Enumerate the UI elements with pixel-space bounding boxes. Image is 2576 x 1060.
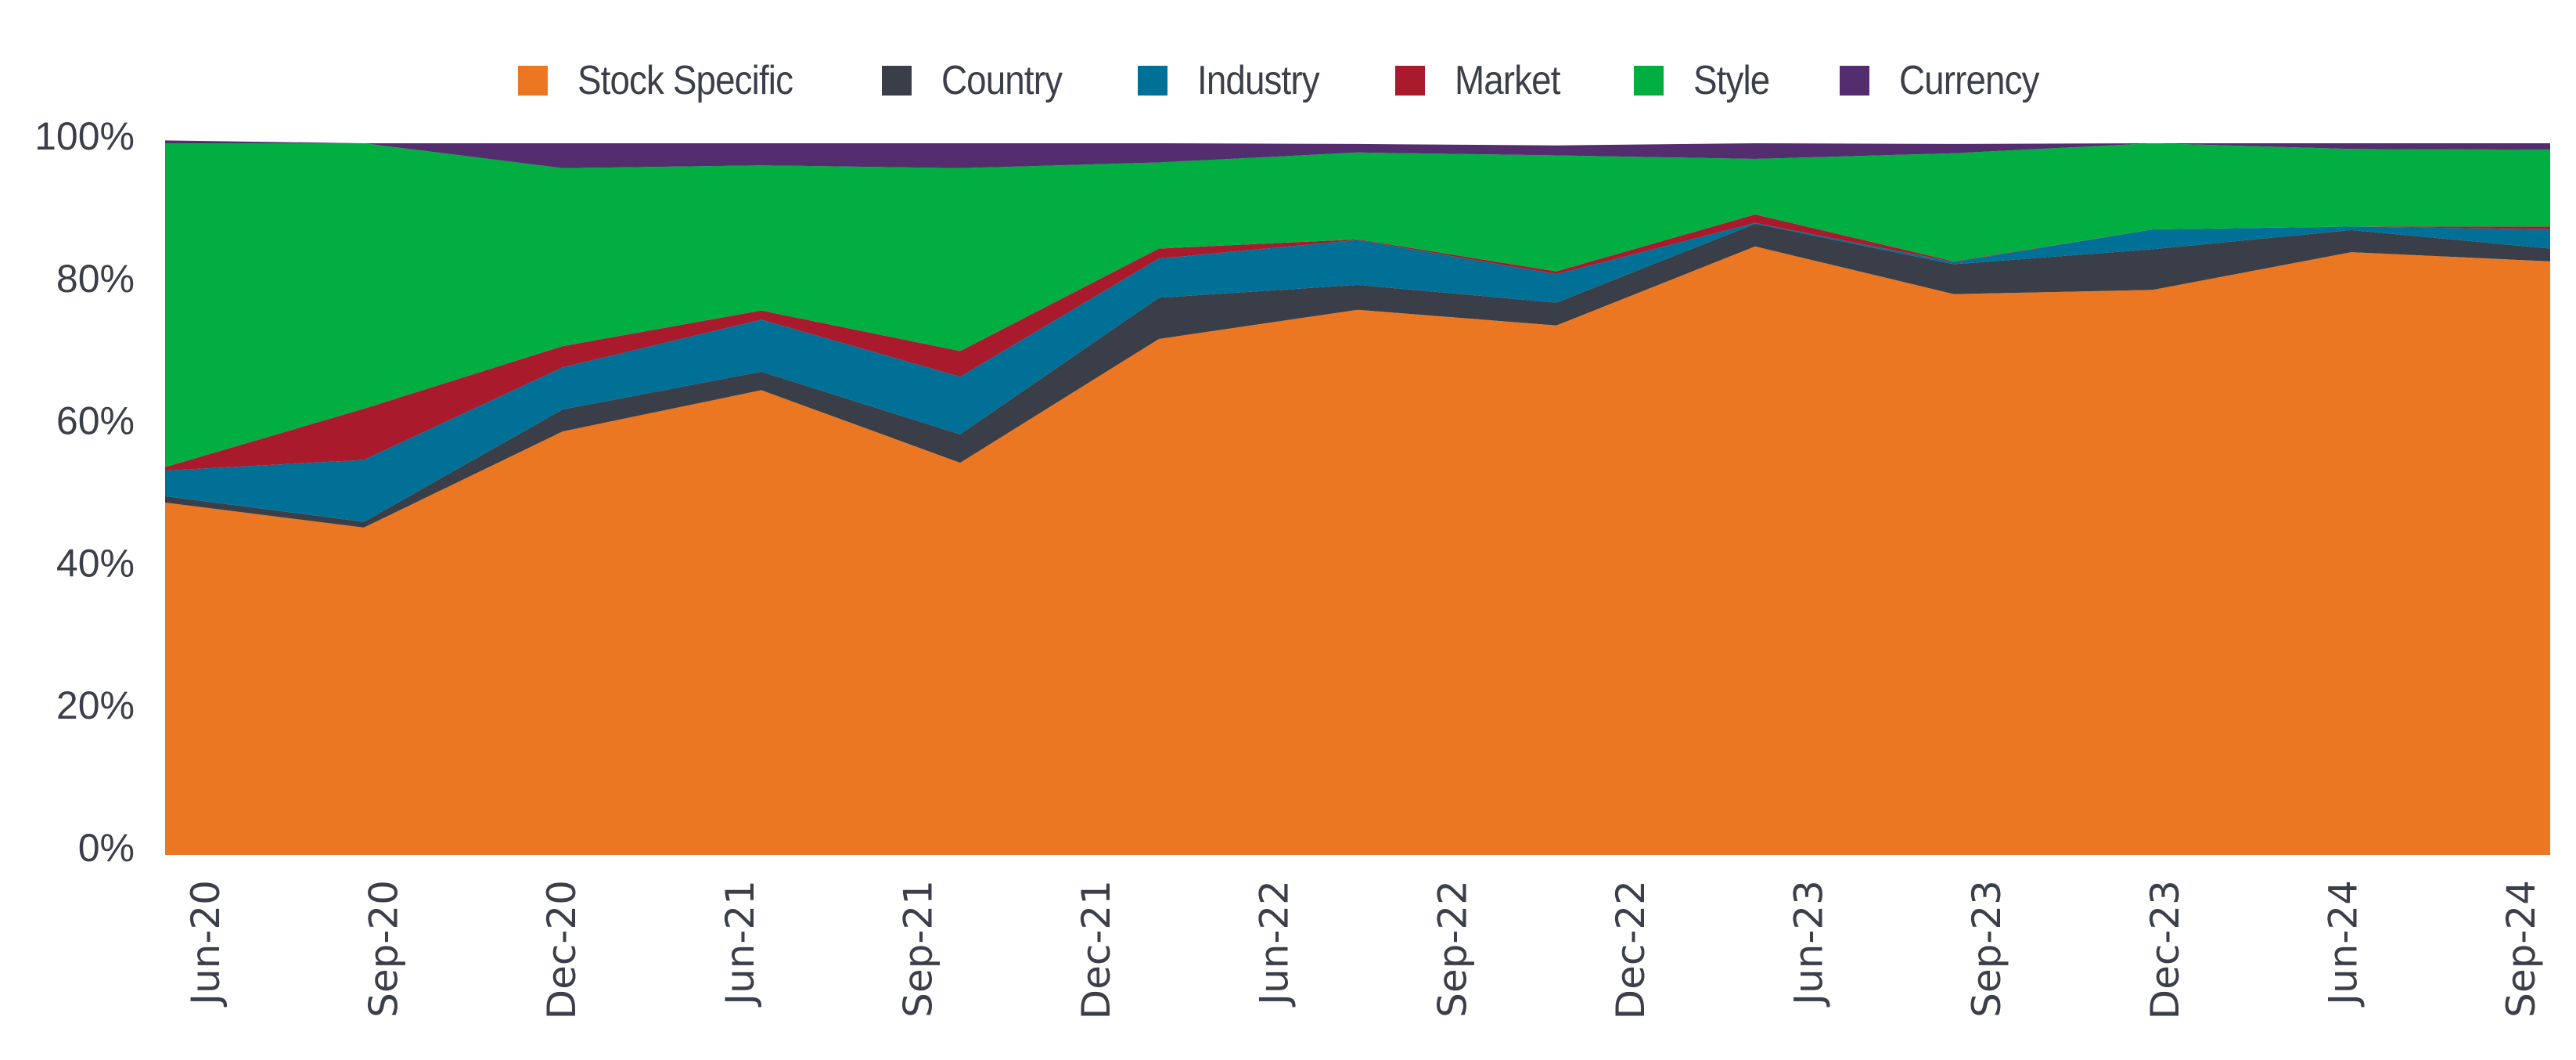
y-tick-label: 40% <box>56 541 135 585</box>
area-country <box>165 223 2550 528</box>
x-tick-label: Jun-21 <box>718 880 763 1008</box>
legend-swatch-market <box>1395 66 1426 96</box>
x-tick-label: Dec-23 <box>2142 880 2188 1019</box>
area-currency <box>165 140 2550 168</box>
x-tick-label: Jun-24 <box>2320 880 2366 1008</box>
legend-item-market: Market <box>1395 57 1574 104</box>
legend-swatch-industry <box>1138 66 1168 96</box>
legend-label-style: Style <box>1693 58 1770 103</box>
area-stock-specific <box>165 246 2550 855</box>
x-tick-label: Sep-22 <box>1430 880 1475 1018</box>
legend-label-country: Country <box>941 58 1063 103</box>
y-axis: 0% 20% 40% 60% 80% 100% <box>34 114 135 870</box>
x-tick-label: Dec-20 <box>539 880 585 1019</box>
chart-legend: Stock Specific Country Industry Market Style… <box>0 58 2576 103</box>
x-tick-label: Sep-23 <box>1964 880 2009 1018</box>
legend-swatch-country <box>882 66 912 96</box>
legend-item-country: Country <box>882 57 1078 104</box>
x-tick-label: Jun-23 <box>1786 880 1832 1008</box>
x-tick-label: Sep-21 <box>896 880 941 1018</box>
legend-item-style: Style <box>1634 57 1780 104</box>
legend-label-market: Market <box>1455 58 1560 103</box>
x-tick-label: Dec-21 <box>1074 880 1119 1019</box>
x-tick-label: Sep-24 <box>2499 880 2544 1018</box>
x-axis: Jun-20 Sep-20 Dec-20 Jun-21 Sep-21 Dec-21 Jun-… <box>183 880 2544 1019</box>
y-tick-label: 0% <box>78 826 135 870</box>
legend-item-stock-specific: Stock Specific <box>518 57 822 104</box>
legend-label-currency: Currency <box>1898 58 2039 103</box>
area-market <box>165 214 2550 471</box>
x-tick-label: Sep-20 <box>362 880 407 1018</box>
area-layers <box>165 140 2550 855</box>
area-style <box>165 143 2550 467</box>
legend-swatch-currency <box>1839 66 1869 96</box>
legend-swatch-stock-specific <box>518 66 549 96</box>
x-tick-label: Jun-20 <box>183 880 228 1008</box>
x-tick-label: Dec-22 <box>1608 880 1653 1019</box>
legend-swatch-style <box>1634 66 1664 96</box>
y-tick-label: 60% <box>56 399 135 443</box>
y-tick-label: 20% <box>56 683 135 727</box>
x-tick-label: Jun-22 <box>1252 880 1297 1008</box>
y-tick-label: 80% <box>56 257 135 301</box>
legend-item-industry: Industry <box>1138 57 1336 104</box>
y-tick-label: 100% <box>34 114 135 158</box>
legend-label-industry: Industry <box>1197 58 1320 103</box>
area-industry <box>165 222 2550 522</box>
legend-label-stock-specific: Stock Specific <box>577 58 793 103</box>
legend-item-currency: Currency <box>1839 57 2058 104</box>
